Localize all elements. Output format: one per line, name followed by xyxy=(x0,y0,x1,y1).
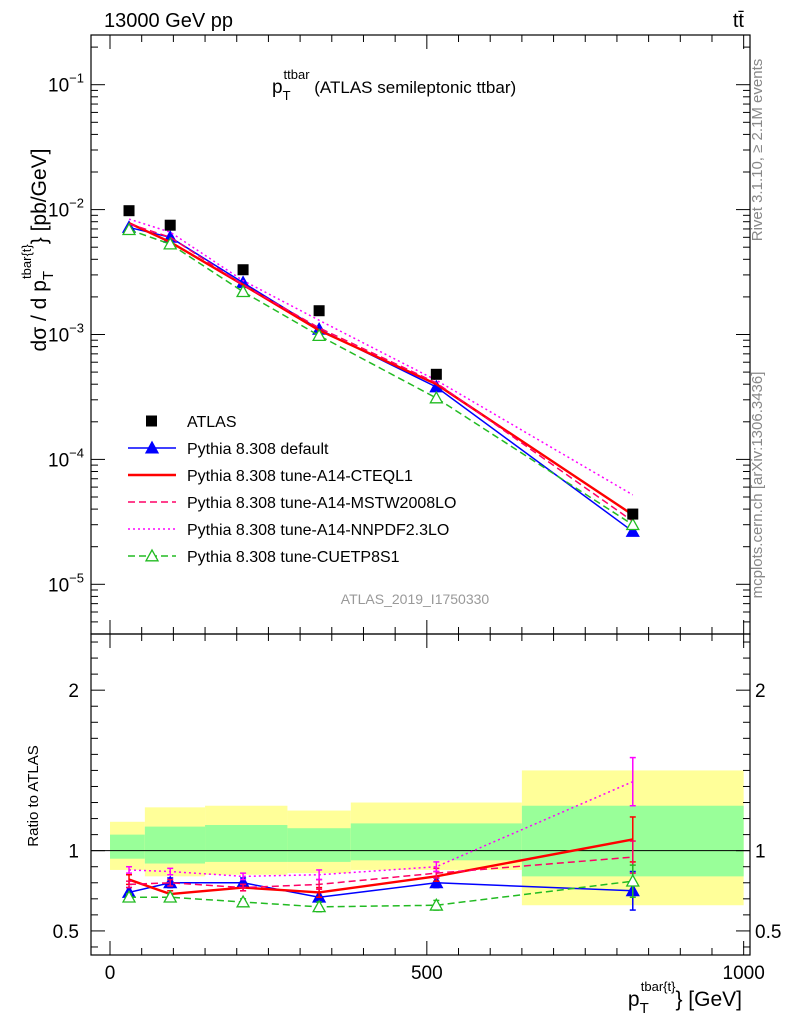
y-tick-label-ratio: 1 xyxy=(68,842,79,863)
y-tick-exponent: −1 xyxy=(69,71,84,86)
x-tick-label: 500 xyxy=(411,963,443,984)
legend-label: ATLAS xyxy=(187,414,237,431)
uncertainty-band-inner xyxy=(350,823,522,861)
atlas-data-point xyxy=(164,219,176,231)
ratio-frame xyxy=(90,633,751,956)
title-rest: (ATLAS semileptonic ttbar) xyxy=(310,78,517,97)
x-tick-label: 1000 xyxy=(723,963,765,984)
legend-marker-data xyxy=(146,415,157,427)
legend-marker xyxy=(144,548,160,562)
ylabel-b: } [pb/GeV] xyxy=(28,149,51,245)
legend-label: Pythia 8.308 tune-CUETP8S1 xyxy=(187,549,400,566)
y-tick-base: 10 xyxy=(48,450,69,471)
x-axis-label: pTtbar{t}} [GeV] xyxy=(628,979,742,1017)
title-sub: T xyxy=(283,88,291,103)
ratio-plot-area: 0.5 0.5 1 1 2 2 0 500 1000 xyxy=(53,633,781,984)
y-tick-base: 10 xyxy=(48,326,69,347)
uncertainty-band-inner xyxy=(287,828,351,862)
ratio-point-marker xyxy=(235,894,251,908)
legend-label: Pythia 8.308 tune-A14-MSTW2008LO xyxy=(187,495,456,512)
header-energy-label: 13000 GeV pp xyxy=(104,10,233,32)
y-tick-label-ratio-right: 1 xyxy=(755,842,766,863)
atlas-data-point xyxy=(313,305,325,317)
y-tick-label-main: 10−1 xyxy=(48,71,84,97)
y-axis-label-ratio: Ratio to ATLAS xyxy=(25,745,42,846)
uncertainty-band-inner xyxy=(205,824,288,862)
y-tick-exponent: −4 xyxy=(69,445,84,460)
ylabel-sub: T xyxy=(40,271,57,280)
y-tick-label-main: 10−5 xyxy=(48,570,84,596)
xlabel-a: p xyxy=(628,988,640,1011)
mc-point-marker xyxy=(625,517,640,531)
title-sup: ttbar xyxy=(284,67,311,82)
mc-point-marker xyxy=(429,390,444,404)
mc-series-line xyxy=(128,218,634,496)
mcplots-credit-label: mcplots.cern.ch [arXiv:1306.3436] xyxy=(749,372,766,599)
y-tick-base: 10 xyxy=(48,575,69,596)
ratio-series-line xyxy=(129,880,633,908)
xlabel-b: } [GeV] xyxy=(675,988,742,1011)
atlas-data-point xyxy=(123,205,135,217)
title-main: p xyxy=(272,77,283,98)
ratio-point-marker xyxy=(312,899,327,913)
y-axis-label-main: dσ / d pTtbar{t}} [pb/GeV] xyxy=(19,149,57,352)
legend-label: Pythia 8.308 tune-A14-CTEQL1 xyxy=(187,468,413,485)
ratio-series-line xyxy=(128,856,633,889)
xlabel-sub: T xyxy=(640,1000,649,1017)
ratio-point-marker xyxy=(163,889,178,903)
header-process-label: tt̄ xyxy=(733,10,745,32)
uncertainty-band-inner xyxy=(110,834,145,859)
y-tick-label-ratio: 2 xyxy=(68,681,79,702)
ratio-series-line xyxy=(128,838,633,896)
y-tick-label-main: 10−3 xyxy=(48,321,84,347)
mc-series-line xyxy=(128,226,634,533)
xlabel-sup: tbar{t} xyxy=(641,979,676,994)
x-tick-label: 0 xyxy=(105,963,116,984)
y-tick-exponent: −5 xyxy=(69,570,84,585)
ratio-point-marker xyxy=(121,889,137,903)
y-tick-label-ratio-right: 0.5 xyxy=(755,922,781,943)
ylabel-sup: tbar{t} xyxy=(19,244,34,279)
y-tick-label-main: 10−2 xyxy=(48,196,84,222)
mc-point-marker xyxy=(312,328,327,342)
atlas-data-point xyxy=(430,368,442,380)
atlas-data-point xyxy=(627,508,639,520)
y-tick-exponent: −2 xyxy=(69,196,84,211)
y-tick-exponent: −3 xyxy=(69,321,84,336)
mc-series-line xyxy=(128,229,634,526)
mc-point-marker xyxy=(121,222,137,236)
ratio-panel: 0.5 0.5 1 1 2 2 0 500 1000 Ratio to ATLAS pTtbar… xyxy=(25,633,781,1017)
y-tick-base: 10 xyxy=(48,76,69,97)
legend-label: Pythia 8.308 tune-A14-NNPDF2.3LO xyxy=(187,522,449,539)
main-plot-area: 10−510−410−310−210−1 xyxy=(48,34,751,635)
ratio-point-marker xyxy=(429,897,444,911)
y-tick-label-ratio-right: 2 xyxy=(755,681,766,702)
y-tick-base: 10 xyxy=(48,201,69,222)
legend-marker xyxy=(144,440,160,454)
ratio-point-marker xyxy=(625,873,640,887)
ratio-point-marker xyxy=(429,875,444,889)
uncertainty-band-inner xyxy=(144,826,206,864)
y-tick-label-ratio: 0.5 xyxy=(53,922,79,943)
plot-title: pTttbar (ATLAS semileptonic ttbar) xyxy=(272,67,516,103)
legend-label: Pythia 8.308 default xyxy=(187,441,329,458)
mc-point-marker xyxy=(235,284,251,298)
mc-point-marker xyxy=(625,524,640,537)
legend: ATLAS Pythia 8.308 default Pythia 8.308 tu… xyxy=(128,414,456,566)
atlas-data-point xyxy=(237,264,249,276)
mc-point-marker xyxy=(163,236,178,250)
analysis-watermark: ATLAS_2019_I1750330 xyxy=(341,591,490,607)
mc-series-line xyxy=(128,223,634,522)
y-tick-label-main: 10−4 xyxy=(48,445,84,471)
rivet-version-label: Rivet 3.1.10, ≥ 2.1M events xyxy=(749,59,766,242)
ylabel-a: dσ / d p xyxy=(28,280,51,351)
main-frame xyxy=(90,34,751,635)
